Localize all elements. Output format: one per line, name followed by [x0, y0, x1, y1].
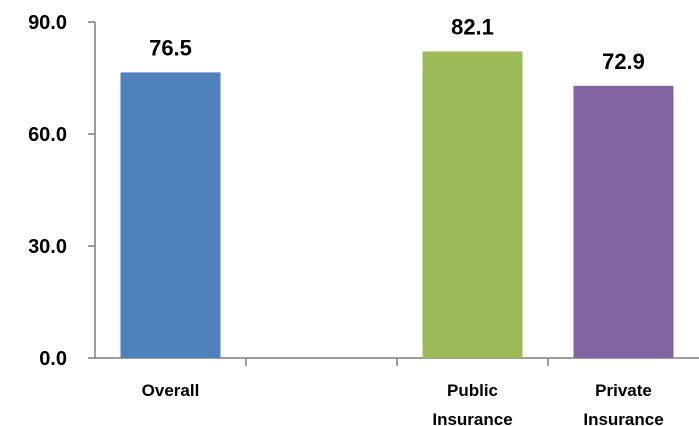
- category-label: Overall: [142, 381, 200, 400]
- bars: [120, 51, 674, 359]
- category-label: Insurance: [432, 410, 512, 426]
- category-label: Insurance: [583, 410, 663, 426]
- data-labels: 76.5 82.1 72.9: [149, 14, 645, 73]
- data-label: 76.5: [149, 35, 192, 60]
- y-tick-label: 0.0: [39, 348, 67, 370]
- category-label: Public: [447, 381, 498, 400]
- y-tick-label: 90.0: [28, 12, 67, 34]
- bar: [422, 51, 523, 358]
- data-label: 72.9: [602, 49, 645, 74]
- data-label: 82.1: [451, 14, 494, 39]
- y-tick-label: 60.0: [28, 124, 67, 146]
- bar: [573, 85, 674, 358]
- category-labels: Overall Public Insurance Private Insurance: [142, 381, 664, 426]
- category-label: Private: [595, 381, 652, 400]
- bar: [120, 72, 221, 359]
- y-tick-label: 30.0: [28, 236, 67, 258]
- y-axis: 0.0 30.0 60.0 90.0: [28, 12, 96, 370]
- x-axis: [95, 357, 699, 366]
